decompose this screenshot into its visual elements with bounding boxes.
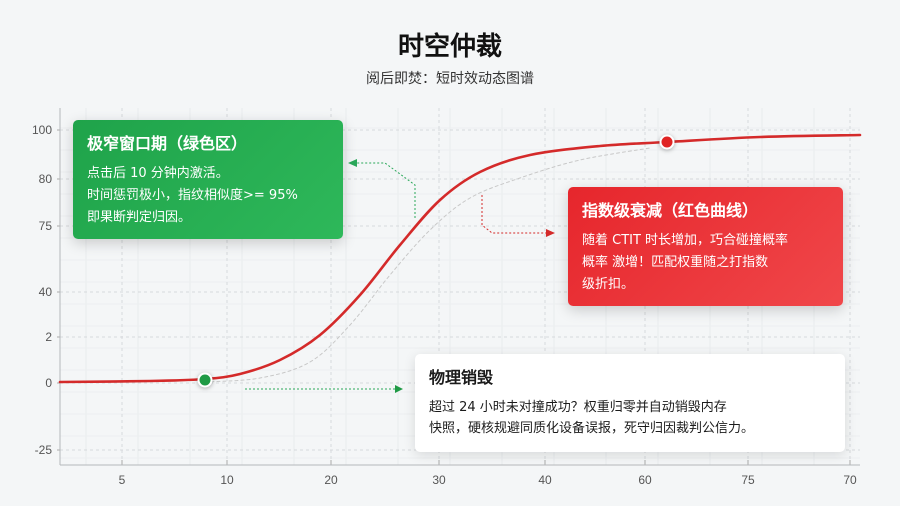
x-tick-label: 5: [119, 473, 126, 487]
card-exponential-decay: 指数级衰减（红色曲线） 随着 CTIT 时长增加，巧合碰撞概率 概率 激增！匹配…: [568, 187, 843, 306]
card-physical-destroy-title: 物理销毁: [429, 368, 494, 387]
card-narrow-window-line-3: 即果断判定归因。: [87, 210, 192, 225]
y-tick-label: 0: [45, 376, 52, 390]
x-tick-label: 10: [220, 473, 234, 487]
card-exponential-decay-line-1: 随着 CTIT 时长增加，巧合碰撞概率: [582, 233, 789, 248]
card-physical-destroy-line-1: 超过 24 小时未对撞成功？权重归零并自动销毁内存: [429, 400, 727, 415]
card-narrow-window-line-2: 时间惩罚极小，指纹相似度>= 95%: [87, 188, 298, 203]
green-arrow-head: [348, 159, 357, 167]
card-exponential-decay-line-3: 级折扣。: [582, 277, 635, 292]
red-point: [661, 136, 673, 148]
x-tick-label: 60: [638, 473, 652, 487]
x-tick-label: 75: [741, 473, 755, 487]
annotation-arrows: [245, 159, 555, 393]
y-tick-label: -25: [35, 443, 53, 457]
bottom-arrow-head: [395, 385, 403, 393]
red-arrow-head: [546, 229, 555, 237]
y-tick-label: 100: [32, 123, 52, 137]
y-tick-label: 40: [39, 285, 53, 299]
green-arrow-line: [355, 162, 416, 218]
axes: [57, 108, 860, 466]
card-narrow-window-line-1: 点击后 10 分钟内激活。: [87, 166, 229, 181]
reference-curve: [204, 147, 651, 383]
x-tick-label: 30: [432, 473, 446, 487]
y-tick-label: 2: [45, 330, 52, 344]
y-tick-label: 80: [39, 172, 53, 186]
x-tick-label: 70: [843, 473, 857, 487]
card-physical-destroy: 物理销毁 超过 24 小时未对撞成功？权重归零并自动销毁内存 快照，硬核规避同质…: [415, 354, 845, 452]
card-narrow-window: 极窄窗口期（绿色区） 点击后 10 分钟内激活。 时间惩罚极小，指纹相似度>= …: [73, 120, 343, 239]
page-subtitle: 阅后即焚：短时效动态图谱: [366, 71, 534, 87]
red-arrow-line: [481, 195, 548, 234]
data-markers: [197, 134, 675, 388]
x-tick-label: 20: [324, 473, 338, 487]
y-tick-label: 75: [39, 219, 53, 233]
page-title: 时空仲裁: [397, 32, 502, 62]
green-point: [199, 374, 211, 386]
x-tick-label: 40: [538, 473, 552, 487]
card-exponential-decay-title: 指数级衰减（红色曲线）: [582, 201, 759, 220]
card-exponential-decay-line-2: 概率 激增！匹配权重随之打指数: [582, 255, 769, 270]
card-physical-destroy-line-2: 快照，硬核规避同质化设备误报，死守归因裁判公信力。: [429, 421, 755, 436]
card-narrow-window-title: 极窄窗口期（绿色区）: [87, 134, 248, 153]
